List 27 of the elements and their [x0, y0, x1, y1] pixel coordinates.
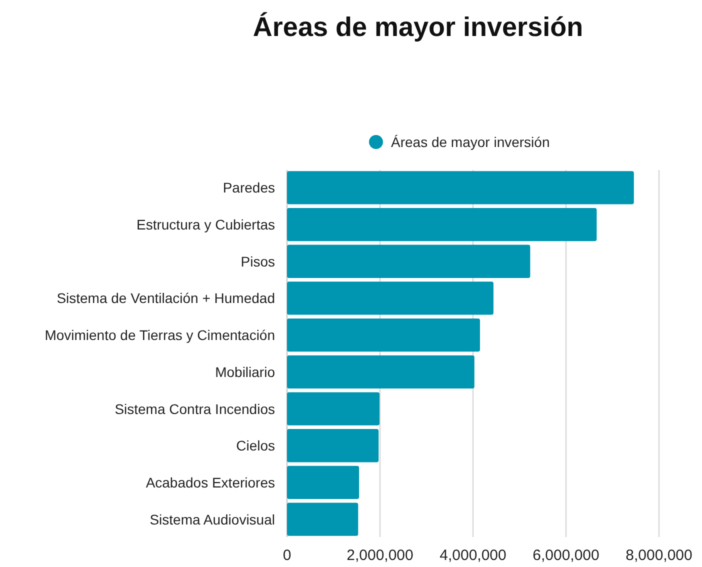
x-tick-label: 6,000,000 — [532, 547, 600, 564]
x-tick-label: 0 — [282, 547, 292, 564]
x-tick-label: 4,000,000 — [440, 547, 506, 564]
bar — [287, 282, 494, 315]
y-tick-label: Paredes — [222, 180, 275, 196]
bar — [287, 466, 360, 500]
y-tick-label: Pisos — [240, 253, 275, 270]
y-tick-label: Estructura y Cubiertas — [136, 216, 275, 233]
bar — [287, 208, 597, 242]
y-tick-label: Movimiento de Tierras y Cimentación — [44, 327, 275, 344]
y-tick-label: Sistema de Ventilación + Humedad — [56, 290, 275, 306]
bar — [287, 318, 480, 352]
legend-label: Áreas de mayor inversión — [391, 134, 550, 150]
bar — [287, 171, 634, 204]
bar — [287, 429, 379, 462]
bar — [287, 355, 474, 389]
chart-title: Áreas de mayor inversión — [252, 12, 584, 42]
y-tick-label: Cielos — [236, 438, 275, 454]
y-tick-label: Mobiliario — [215, 364, 276, 380]
x-tick-label: 2,000,000 — [346, 547, 414, 564]
x-tick-label: 8,000,000 — [626, 547, 692, 564]
bar — [287, 392, 380, 426]
y-tick-label: Sistema Audiovisual — [150, 511, 275, 528]
y-tick-label: Sistema Contra Incendios — [114, 400, 275, 417]
bar — [287, 502, 358, 536]
bar — [287, 244, 530, 278]
y-tick-label: Acabados Exteriores — [146, 474, 275, 490]
